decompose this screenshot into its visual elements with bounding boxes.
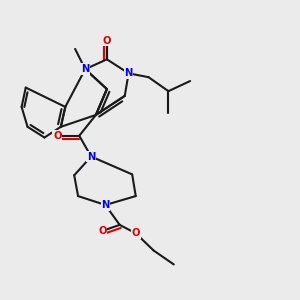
Text: N: N <box>101 200 110 210</box>
Text: O: O <box>103 36 111 46</box>
Text: N: N <box>124 68 133 78</box>
Text: N: N <box>81 64 89 74</box>
Text: O: O <box>98 226 107 236</box>
Text: N: N <box>87 152 95 161</box>
Text: O: O <box>131 228 140 238</box>
Text: O: O <box>53 131 61 141</box>
